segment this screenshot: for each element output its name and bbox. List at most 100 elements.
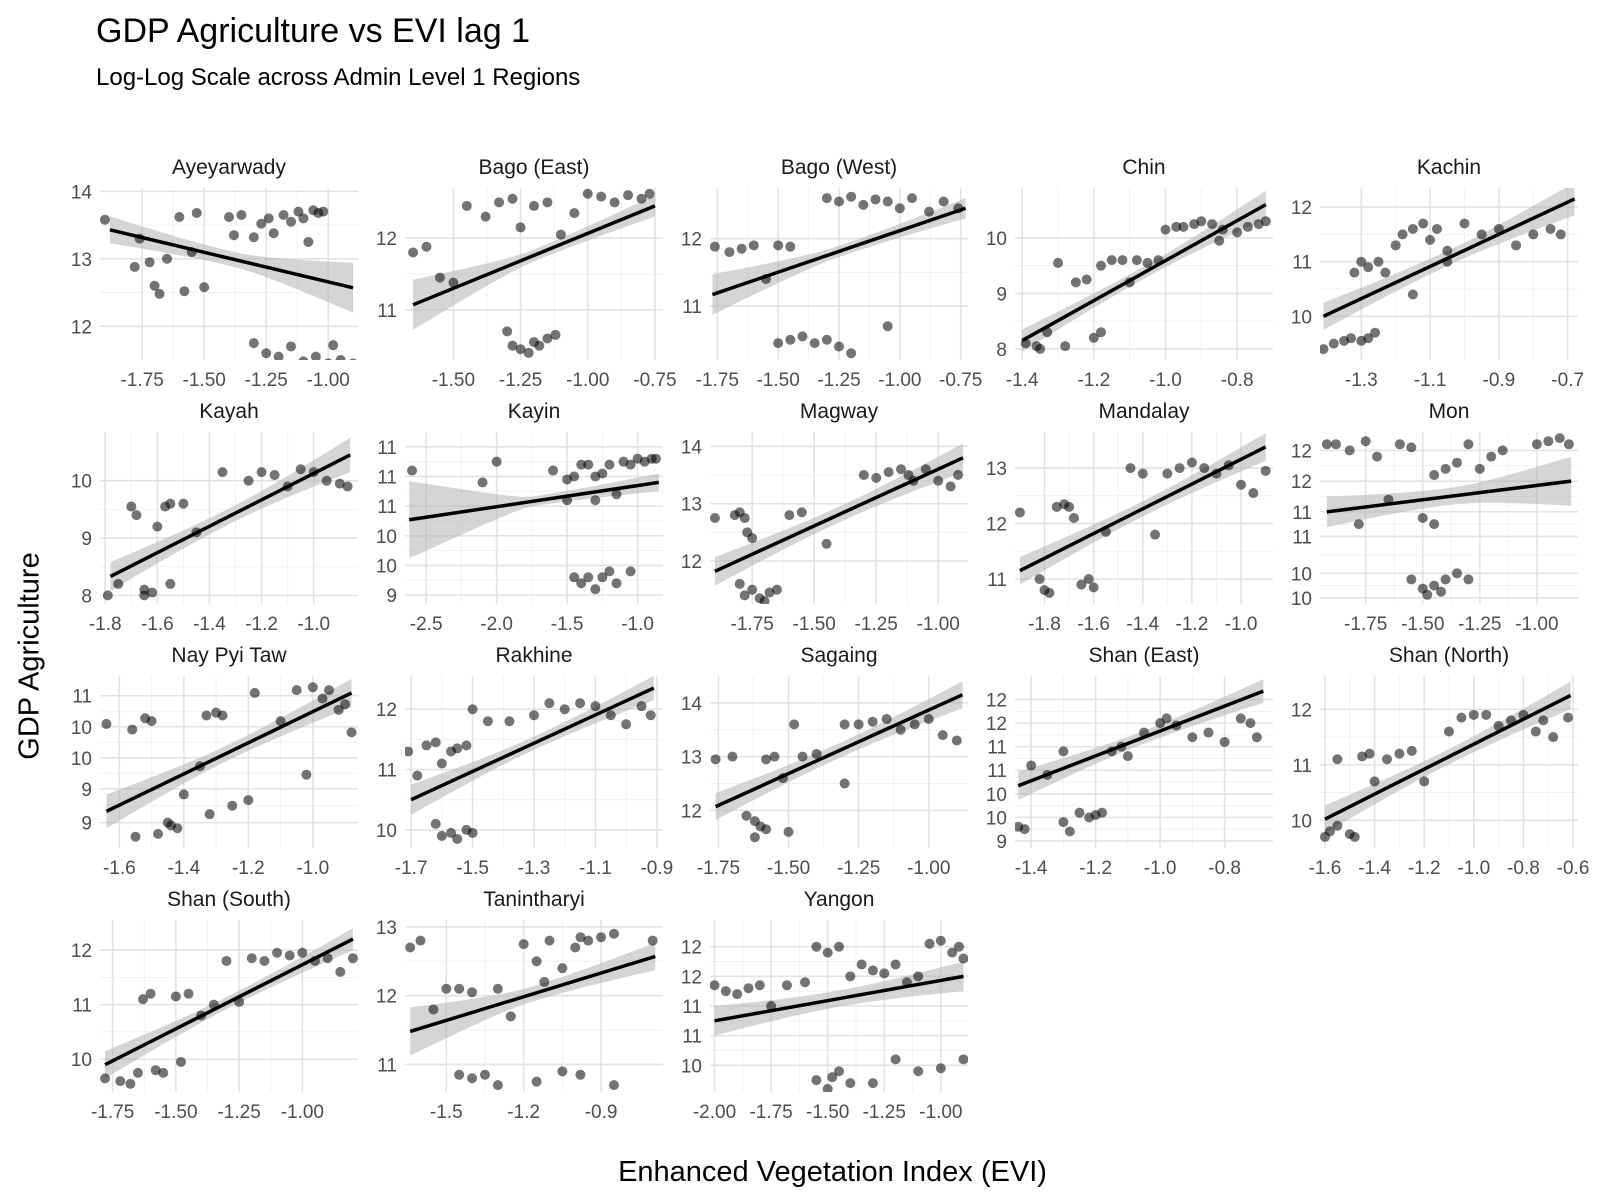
data-point	[1369, 776, 1380, 787]
data-point	[1321, 439, 1332, 450]
facet-label: Mon	[1429, 400, 1470, 423]
data-point	[797, 751, 808, 762]
data-point	[412, 770, 423, 781]
data-point	[1563, 439, 1574, 450]
data-point	[1064, 501, 1075, 512]
data-point	[1320, 344, 1329, 355]
data-point	[408, 247, 419, 258]
data-point	[732, 989, 743, 1000]
y-tick-label: 10	[71, 749, 92, 770]
data-point	[217, 467, 228, 478]
data-point	[933, 475, 944, 486]
data-point	[477, 477, 488, 488]
data-point	[1207, 219, 1218, 230]
y-tick-label: 8	[996, 340, 1007, 361]
facet-label: Magway	[800, 400, 879, 423]
y-axis-label: GDP Agriculture	[13, 552, 46, 760]
data-point	[1422, 589, 1433, 600]
facet-panel: -2.00 -1.75 -1.50 -1.25 -1.00 10 11 11 12 12 Yango…	[681, 888, 968, 1123]
data-point	[785, 241, 796, 252]
data-point	[951, 735, 962, 746]
data-point	[846, 191, 857, 202]
data-point	[301, 769, 312, 780]
data-point	[569, 572, 580, 583]
data-point	[623, 190, 634, 201]
x-tick-label: -1.00	[566, 370, 609, 391]
x-tick-label: -1.6	[1077, 614, 1110, 635]
data-point	[1060, 341, 1071, 352]
facet-label: Shan (East)	[1089, 644, 1200, 667]
y-tick-label: 11	[682, 997, 702, 1018]
data-point	[1088, 582, 1099, 593]
data-point	[518, 939, 529, 950]
data-point	[1097, 807, 1108, 818]
y-tick-label: 9	[81, 780, 92, 801]
data-point	[938, 196, 949, 207]
data-point	[569, 471, 580, 482]
data-point	[434, 272, 445, 283]
data-point	[482, 716, 493, 727]
data-point	[139, 590, 150, 601]
data-point	[811, 748, 822, 759]
x-tick-label: -1.00	[1515, 614, 1558, 635]
regression-line	[105, 691, 353, 813]
facet-label: Bago (East)	[479, 156, 590, 179]
data-point	[152, 521, 163, 532]
data-point	[834, 941, 844, 952]
x-tick-label: -1.4	[1358, 858, 1391, 879]
data-point	[1397, 229, 1408, 240]
data-point	[224, 212, 234, 223]
data-point	[845, 1078, 856, 1089]
data-point	[1493, 720, 1504, 731]
data-point	[1363, 333, 1374, 344]
data-point	[856, 959, 867, 970]
data-point	[452, 743, 463, 754]
confidence-band	[712, 198, 966, 315]
y-tick-label: 9	[996, 284, 1007, 305]
data-point	[800, 977, 811, 988]
data-point	[441, 983, 452, 994]
data-point	[529, 200, 539, 211]
data-point	[1429, 580, 1440, 591]
y-tick-label: 12	[986, 714, 1007, 735]
x-tick-label: -1.4	[167, 858, 200, 879]
y-tick-label: 9	[81, 814, 92, 835]
data-point	[467, 827, 478, 838]
data-point	[650, 453, 661, 464]
y-tick-label: 14	[71, 182, 93, 203]
data-point	[467, 1073, 478, 1084]
x-tick-label: -1.8	[89, 614, 122, 635]
data-point	[100, 1073, 111, 1084]
data-point	[1418, 218, 1429, 229]
data-point	[154, 288, 165, 299]
data-point	[1545, 223, 1556, 234]
data-point	[576, 578, 587, 589]
data-point	[303, 236, 314, 247]
data-point	[1360, 436, 1371, 447]
y-tick-label: 9	[81, 529, 92, 550]
x-tick-label: -0.9	[640, 858, 673, 879]
data-point	[221, 955, 232, 966]
data-point	[1429, 470, 1440, 480]
x-tick-label: -1.1	[1414, 370, 1447, 391]
data-point	[1053, 257, 1063, 268]
data-point	[1081, 274, 1092, 285]
data-point	[249, 687, 260, 698]
data-point	[1332, 820, 1343, 831]
regression-line	[714, 974, 964, 1023]
data-point	[822, 947, 833, 958]
data-point	[284, 950, 295, 961]
data-point	[228, 230, 239, 241]
data-point	[504, 716, 515, 727]
data-point	[113, 578, 124, 589]
data-point	[1444, 726, 1454, 737]
data-point	[958, 953, 968, 964]
data-point	[505, 1011, 516, 1022]
data-point	[227, 800, 238, 811]
y-tick-label: 10	[376, 821, 397, 842]
data-point	[1196, 216, 1207, 227]
y-tick-label: 11	[377, 1055, 397, 1076]
data-point	[1442, 245, 1453, 256]
data-point	[446, 827, 457, 838]
data-point	[879, 968, 890, 979]
